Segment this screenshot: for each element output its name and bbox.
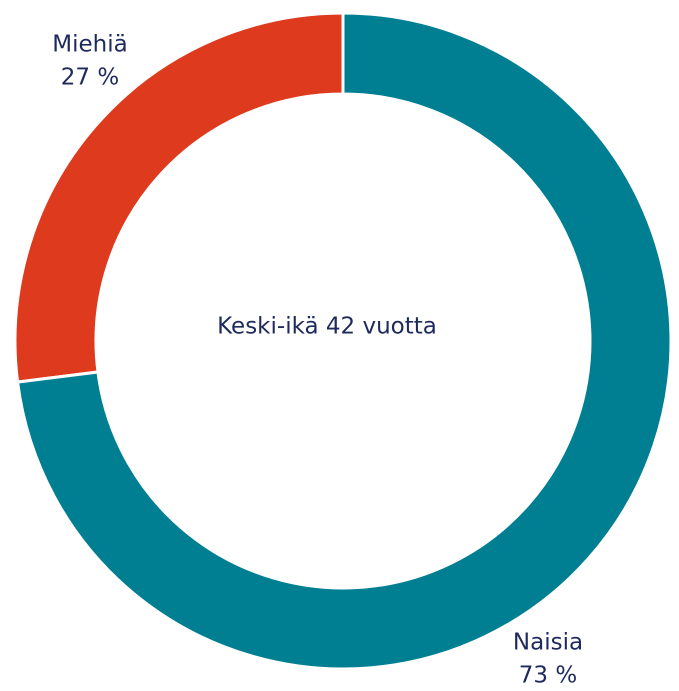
donut-slice (13, 11, 345, 384)
slice-label: Naisia (513, 630, 583, 656)
slice-label: Miehiä (52, 32, 127, 58)
center-annotation: Keski-ikä 42 vuotta (217, 314, 437, 340)
donut-slice (15, 11, 673, 671)
slice-value-label: 73 % (519, 663, 577, 689)
slice-value-label: 27 % (61, 65, 119, 91)
